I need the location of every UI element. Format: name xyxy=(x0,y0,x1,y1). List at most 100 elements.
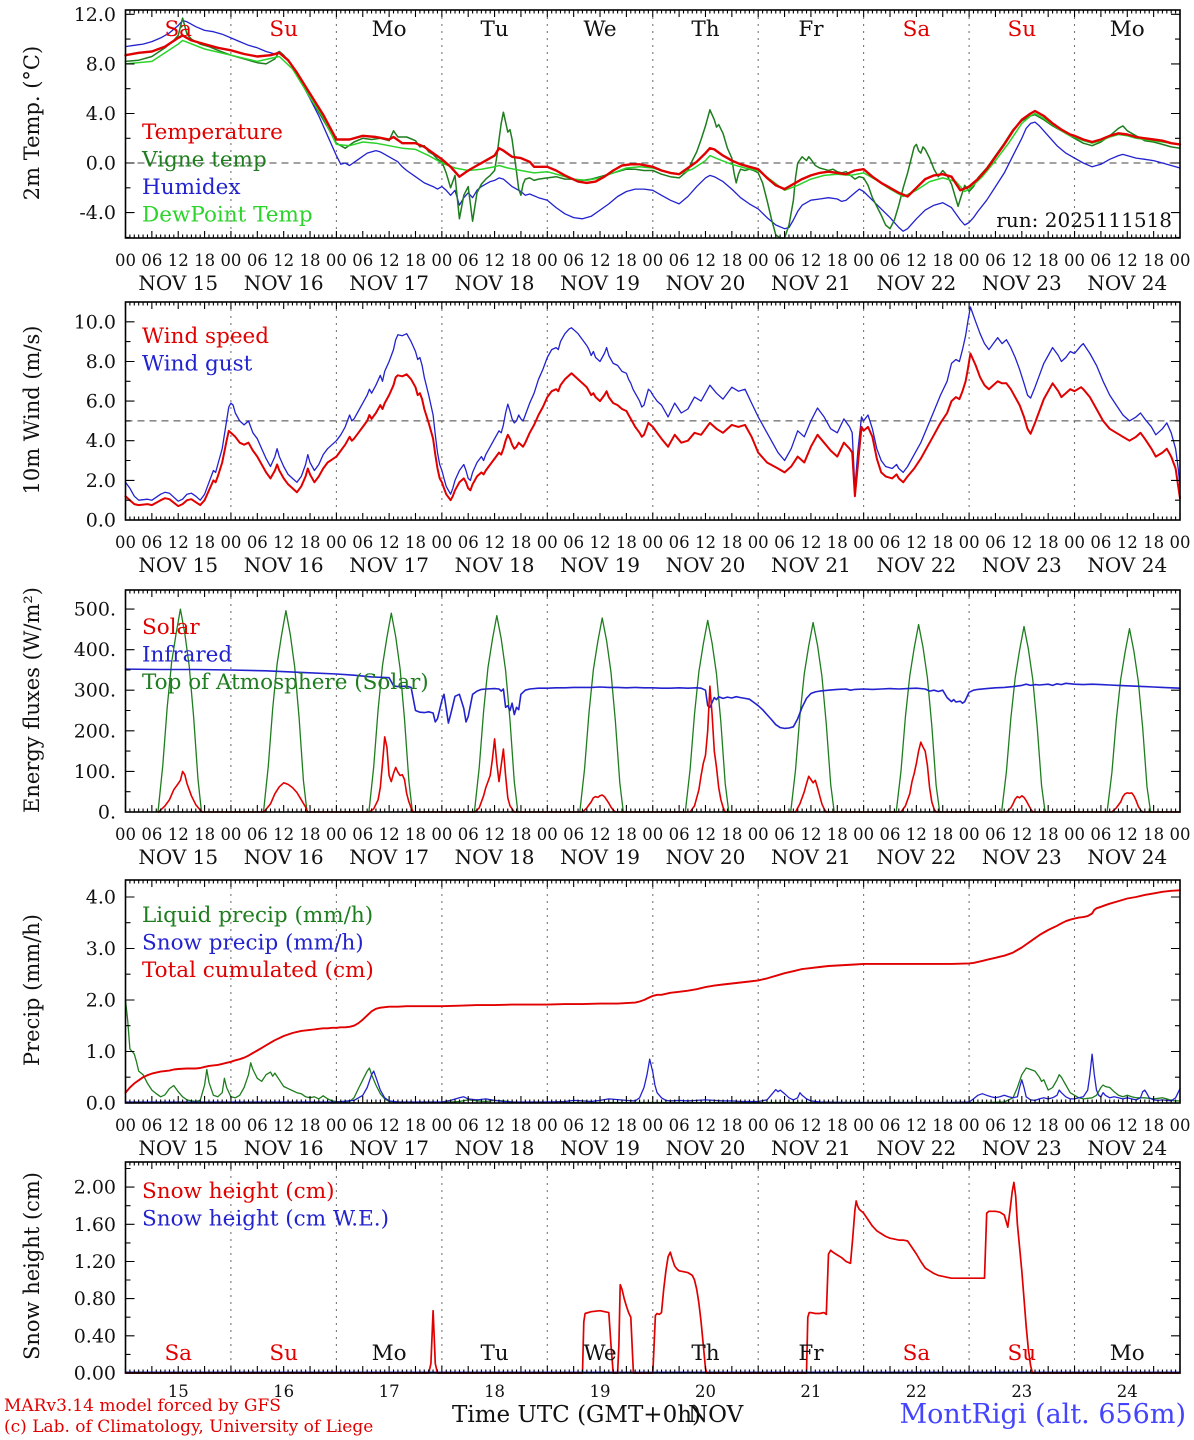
svg-text:NOV 17: NOV 17 xyxy=(349,553,429,577)
svg-text:06: 06 xyxy=(880,1116,901,1135)
svg-text:00: 00 xyxy=(959,251,980,270)
svg-text:4.0: 4.0 xyxy=(86,103,116,125)
svg-text:00: 00 xyxy=(1170,1116,1191,1135)
svg-text:12: 12 xyxy=(1011,251,1032,270)
svg-text:NOV 20: NOV 20 xyxy=(666,1136,746,1160)
svg-text:12: 12 xyxy=(484,825,505,844)
svg-text:00: 00 xyxy=(959,533,980,552)
svg-text:NOV 21: NOV 21 xyxy=(771,845,851,869)
run-label: run: 2025111518 xyxy=(996,208,1172,232)
svg-text:12: 12 xyxy=(379,825,400,844)
svg-text:18: 18 xyxy=(1143,825,1164,844)
x-axis-label: Time UTC (GMT+0h) xyxy=(452,1402,701,1428)
svg-text:18: 18 xyxy=(510,825,531,844)
svg-text:0.40: 0.40 xyxy=(74,1325,116,1347)
svg-text:18: 18 xyxy=(405,251,426,270)
svg-text:12: 12 xyxy=(590,825,611,844)
svg-text:NOV 23: NOV 23 xyxy=(982,1136,1062,1160)
svg-text:06: 06 xyxy=(352,251,373,270)
svg-text:06: 06 xyxy=(458,1116,479,1135)
svg-text:0.80: 0.80 xyxy=(74,1288,116,1310)
humidex-line xyxy=(124,19,1181,232)
svg-text:00: 00 xyxy=(220,825,241,844)
svg-text:12: 12 xyxy=(590,1116,611,1135)
svg-text:NOV 18: NOV 18 xyxy=(455,1136,535,1160)
svg-text:06: 06 xyxy=(669,825,690,844)
svg-text:NOV 19: NOV 19 xyxy=(560,271,640,295)
svg-text:12: 12 xyxy=(695,251,716,270)
svg-text:NOV 16: NOV 16 xyxy=(244,1136,324,1160)
svg-text:00: 00 xyxy=(853,251,874,270)
svg-text:Infrared: Infrared xyxy=(142,643,232,668)
svg-text:NOV 24: NOV 24 xyxy=(1087,1136,1167,1160)
y-axis-label-snow: Snow height (cm) xyxy=(20,1172,44,1361)
svg-text:00: 00 xyxy=(1064,1116,1085,1135)
svg-text:Th: Th xyxy=(691,1341,719,1366)
svg-text:4.0: 4.0 xyxy=(86,430,116,452)
svg-text:06: 06 xyxy=(774,1116,795,1135)
svg-text:We: We xyxy=(583,17,616,42)
svg-text:10.0: 10.0 xyxy=(74,311,116,333)
svg-text:12: 12 xyxy=(800,251,821,270)
svg-text:00: 00 xyxy=(220,251,241,270)
svg-text:06: 06 xyxy=(141,825,162,844)
svg-text:06: 06 xyxy=(141,1116,162,1135)
svg-text:12: 12 xyxy=(590,533,611,552)
svg-text:Sa: Sa xyxy=(164,1341,192,1366)
svg-text:NOV 19: NOV 19 xyxy=(560,1136,640,1160)
svg-text:Sa: Sa xyxy=(903,17,931,42)
svg-text:18: 18 xyxy=(1038,1116,1059,1135)
svg-text:00: 00 xyxy=(748,1116,769,1135)
svg-text:DewPoint Temp: DewPoint Temp xyxy=(142,203,313,228)
svg-text:18: 18 xyxy=(932,251,953,270)
svg-text:06: 06 xyxy=(669,533,690,552)
svg-text:NOV 17: NOV 17 xyxy=(349,271,429,295)
svg-text:12: 12 xyxy=(379,251,400,270)
svg-text:2.00: 2.00 xyxy=(74,1177,116,1199)
lab-credit: (c) Lab. of Climatology, University of L… xyxy=(4,1417,374,1437)
svg-text:12: 12 xyxy=(1011,1116,1032,1135)
svg-text:06: 06 xyxy=(880,251,901,270)
svg-text:NOV 22: NOV 22 xyxy=(876,553,956,577)
svg-text:06: 06 xyxy=(1090,533,1111,552)
svg-text:12: 12 xyxy=(484,251,505,270)
svg-text:NOV 15: NOV 15 xyxy=(138,553,218,577)
model-credit: MARv3.14 model forced by GFS xyxy=(4,1396,281,1416)
svg-text:NOV 24: NOV 24 xyxy=(1087,553,1167,577)
svg-text:18: 18 xyxy=(616,251,637,270)
svg-text:3.0: 3.0 xyxy=(86,938,116,960)
svg-text:NOV 17: NOV 17 xyxy=(349,1136,429,1160)
svg-text:12: 12 xyxy=(168,251,189,270)
svg-text:18: 18 xyxy=(721,1116,742,1135)
svg-text:06: 06 xyxy=(352,1116,373,1135)
svg-text:00: 00 xyxy=(431,825,452,844)
svg-text:NOV 15: NOV 15 xyxy=(138,1136,218,1160)
svg-text:Mo: Mo xyxy=(1110,1341,1145,1366)
svg-text:18: 18 xyxy=(616,825,637,844)
y-axis-label-temperature: 2m Temp. (°C) xyxy=(20,45,44,201)
svg-text:00: 00 xyxy=(1064,825,1085,844)
svg-text:Su: Su xyxy=(269,1341,298,1366)
svg-text:18: 18 xyxy=(1143,533,1164,552)
svg-text:18: 18 xyxy=(300,533,321,552)
svg-text:16: 16 xyxy=(273,1382,294,1401)
svg-text:00: 00 xyxy=(537,825,558,844)
svg-text:06: 06 xyxy=(458,251,479,270)
svg-text:Wind speed: Wind speed xyxy=(142,324,269,349)
wind-gust-line xyxy=(124,306,1181,502)
total-cumulated-line xyxy=(124,889,1181,1094)
svg-text:NOV 23: NOV 23 xyxy=(982,845,1062,869)
svg-text:500.: 500. xyxy=(74,599,116,621)
svg-text:NOV 21: NOV 21 xyxy=(771,553,851,577)
svg-text:00: 00 xyxy=(537,1116,558,1135)
svg-text:22: 22 xyxy=(906,1382,927,1401)
svg-text:00: 00 xyxy=(748,251,769,270)
svg-text:12: 12 xyxy=(1117,533,1138,552)
svg-text:400.: 400. xyxy=(74,639,116,661)
svg-text:Fr: Fr xyxy=(798,1341,824,1366)
svg-text:12: 12 xyxy=(800,825,821,844)
svg-text:06: 06 xyxy=(247,251,268,270)
svg-text:8.0: 8.0 xyxy=(86,53,116,75)
